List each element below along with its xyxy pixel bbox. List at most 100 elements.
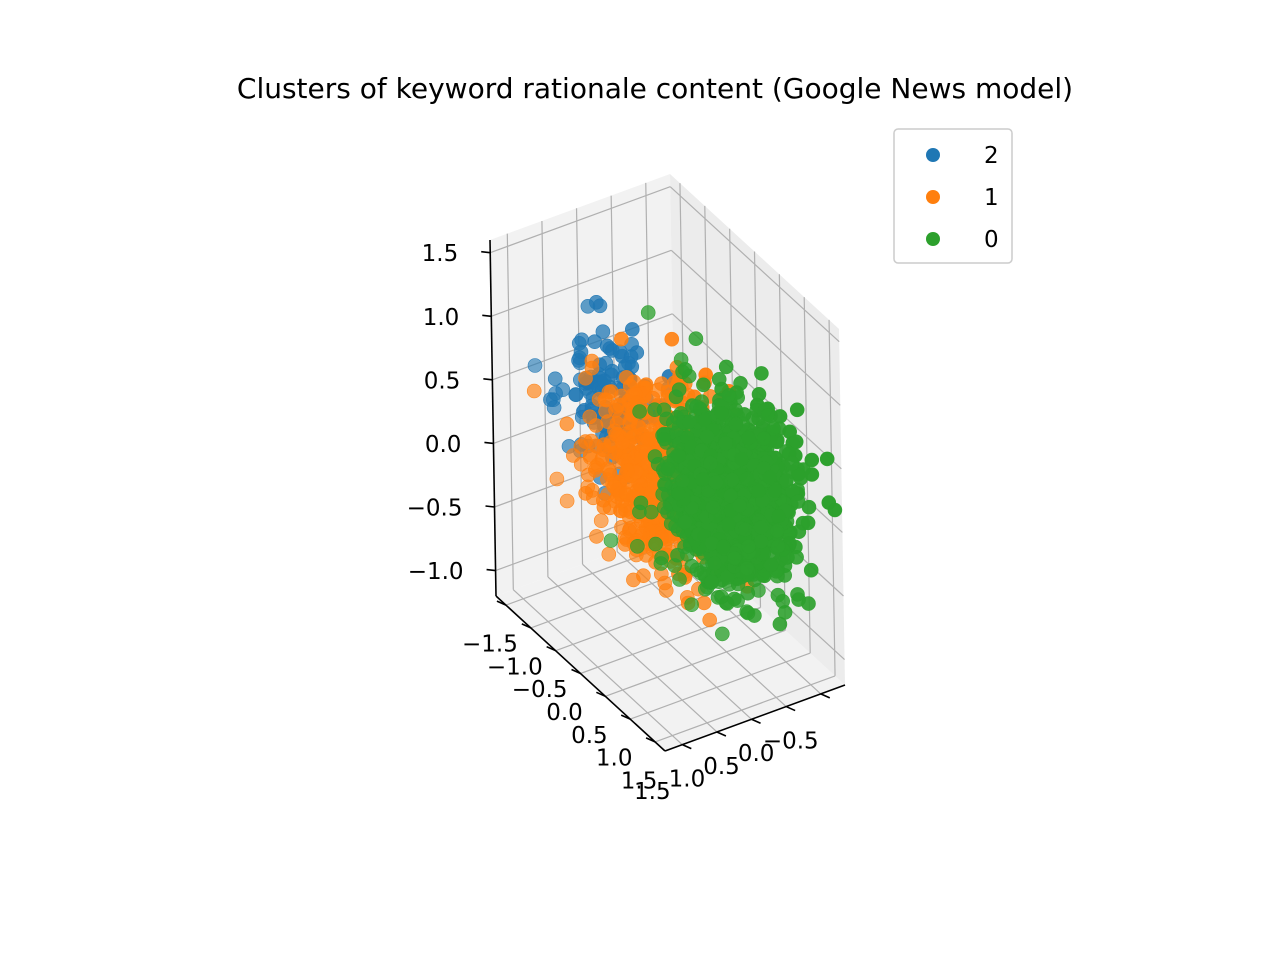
y-tick-label: 1.5 [634, 779, 671, 805]
data-point [654, 376, 669, 392]
data-point [753, 534, 769, 549]
data-point [703, 455, 718, 471]
legend-label-1: 1 [984, 185, 999, 211]
data-point [804, 467, 820, 482]
x-tick-mark [546, 645, 556, 652]
x-tick-mark [596, 691, 606, 698]
data-point [656, 431, 672, 447]
z-tick-label: 1.0 [423, 305, 460, 331]
data-point [547, 371, 563, 387]
data-point [603, 533, 619, 548]
y-tick-label: 0.0 [738, 741, 775, 767]
data-point [643, 504, 659, 520]
data-point [718, 435, 733, 451]
legend-label-2: 2 [984, 143, 999, 169]
grid-line-y-wall [506, 233, 514, 590]
data-point [664, 331, 680, 347]
axis-lines [481, 239, 846, 752]
data-point [772, 616, 788, 632]
data-point [584, 353, 600, 369]
data-point [588, 294, 604, 310]
data-point [632, 404, 647, 419]
legend-marker-1 [926, 190, 940, 204]
data-point [756, 431, 772, 446]
data-point [801, 596, 816, 611]
data-point [555, 382, 571, 398]
data-point [708, 475, 724, 490]
data-point [672, 572, 687, 587]
data-point [737, 522, 753, 537]
grid-line-x-floor [605, 629, 786, 697]
data-point [714, 626, 730, 642]
data-point [648, 536, 663, 552]
data-point [740, 605, 756, 621]
data-point [671, 486, 686, 501]
y-tick-mark [820, 693, 831, 699]
x-tick-label: 0.0 [546, 700, 583, 726]
data-point [790, 587, 805, 602]
data-point [771, 508, 786, 524]
data-point [585, 490, 601, 506]
data-point [677, 362, 693, 377]
data-point [647, 449, 663, 464]
data-point [546, 400, 562, 415]
data-point [619, 370, 634, 385]
data-point [734, 451, 749, 467]
data-point [621, 523, 637, 539]
data-point [721, 516, 736, 532]
data-point [803, 562, 819, 578]
data-point [728, 416, 744, 432]
data-point [677, 514, 693, 530]
legend-label-0: 0 [984, 227, 999, 253]
data-point [790, 494, 806, 509]
data-point [549, 471, 565, 487]
data-point [766, 421, 781, 436]
data-point [589, 529, 604, 544]
data-point [754, 366, 769, 381]
data-point [671, 382, 687, 398]
data-point [684, 597, 699, 613]
data-point [702, 612, 718, 628]
data-point [697, 412, 713, 428]
x-tick-label: 1.0 [596, 746, 633, 772]
data-point [696, 595, 712, 611]
legend-frame [893, 128, 1013, 264]
data-point [593, 513, 609, 529]
data-point [767, 483, 783, 499]
z-tick-label: 0.0 [425, 432, 462, 458]
z-tick-label: 1.5 [422, 241, 459, 267]
data-point [718, 359, 734, 375]
data-point [740, 585, 756, 601]
data-point [660, 461, 676, 477]
data-point [789, 549, 804, 565]
grid-line-x-floor [580, 606, 761, 675]
y-axis-line [664, 684, 846, 752]
x-tick-label: 0.5 [571, 723, 608, 749]
tick-labels: −1.5−1.0−0.50.00.51.01.5−0.50.00.51.01.5… [407, 241, 819, 805]
data-point [695, 471, 711, 487]
z-tick-label: −0.5 [407, 496, 463, 522]
data-point [630, 538, 645, 554]
x-tick-mark [496, 600, 507, 606]
data-point [656, 500, 672, 515]
data-point [658, 583, 674, 598]
data-point [779, 473, 794, 488]
y-tick-mark [681, 743, 692, 750]
chart-title: Clusters of keyword rationale content (G… [237, 72, 1073, 105]
grid-line-x-floor [654, 675, 836, 743]
data-point [784, 455, 800, 471]
grid-line-x-floor [629, 652, 811, 720]
data-point [715, 539, 731, 555]
data-point [587, 334, 603, 350]
data-point [707, 555, 723, 571]
z-tick-label: 0.5 [424, 368, 461, 394]
data-point [770, 538, 786, 554]
x-tick-label: −1.0 [487, 654, 543, 680]
data-point [741, 430, 756, 446]
data-point [559, 416, 575, 432]
grid-line-z-right [670, 249, 841, 406]
data-point [670, 547, 685, 563]
data-point [600, 461, 616, 477]
data-point [526, 383, 542, 399]
